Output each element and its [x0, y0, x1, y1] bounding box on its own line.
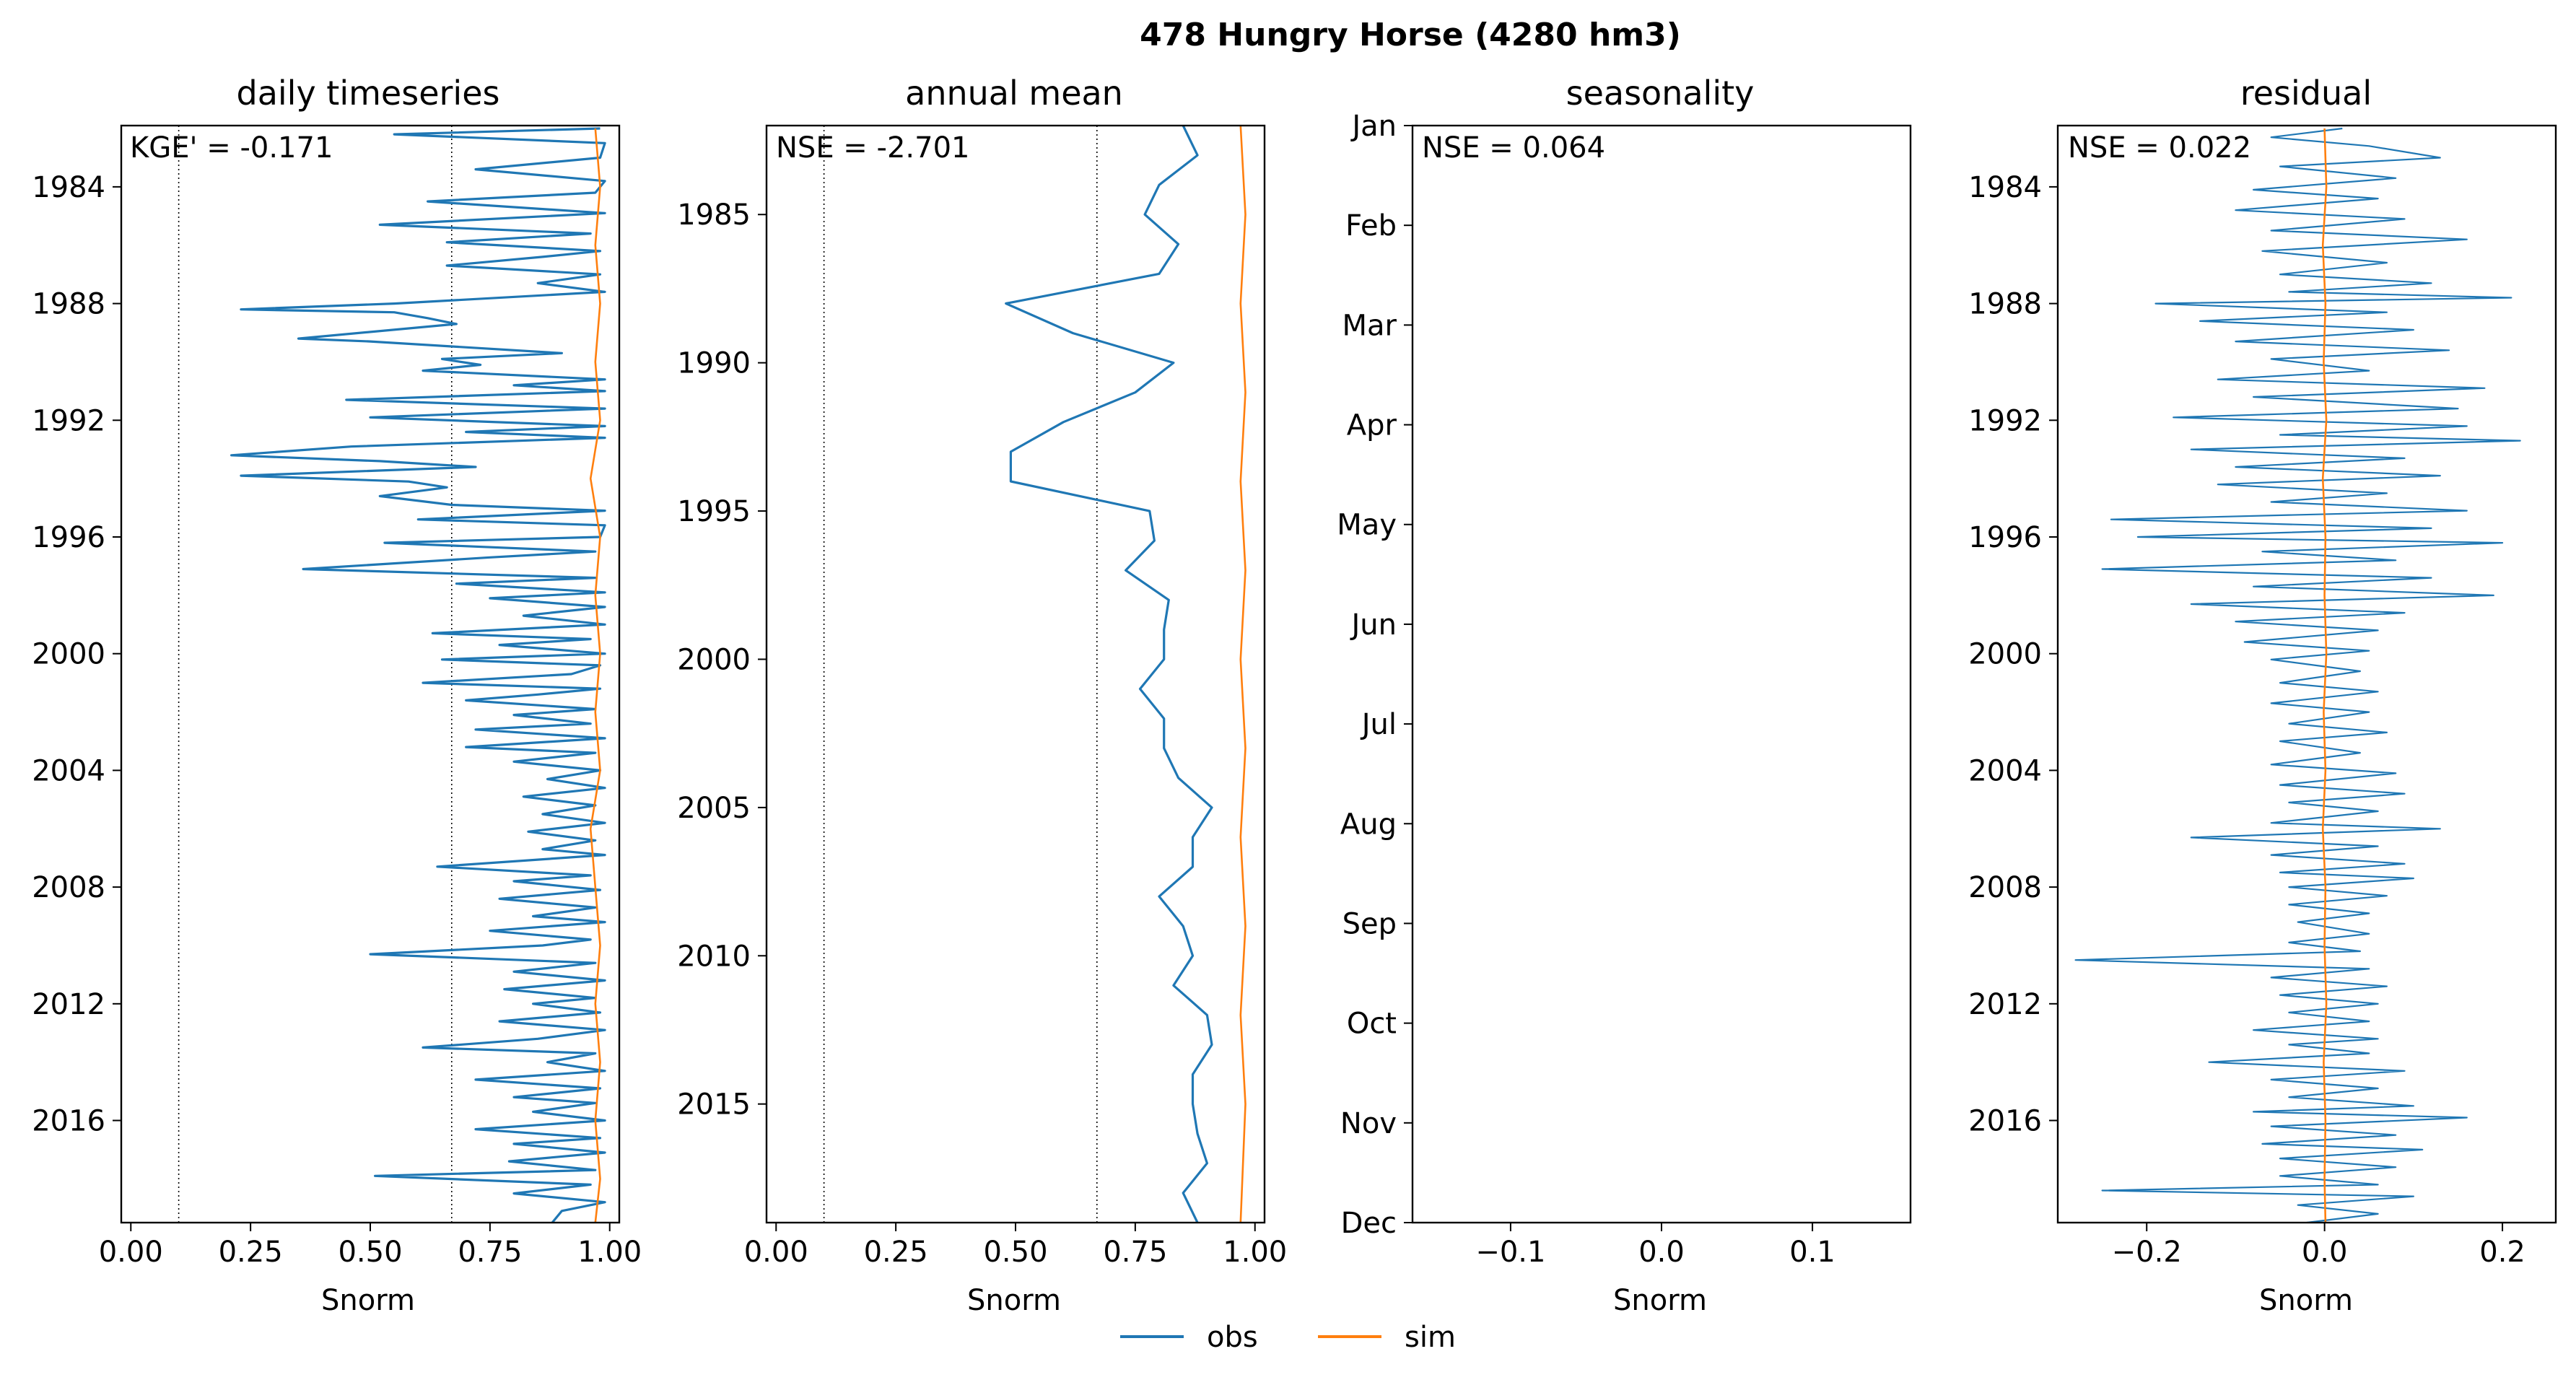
x-tick-label: 0.0 — [2302, 1236, 2348, 1269]
y-tick-label: 1992 — [32, 404, 105, 437]
legend-label-obs: obs — [1207, 1321, 1258, 1354]
plot-area-seasonality: −0.1 0.0 0.1 Jan Feb Mar Apr May Jun Jul Aug Sep Oct… — [1337, 110, 1912, 1269]
y-tick-label: Dec — [1341, 1207, 1397, 1240]
x-tick-label: 0.50 — [983, 1236, 1047, 1269]
x-axis-label: Snorm — [321, 1284, 415, 1317]
y-tick-label: 1984 — [32, 171, 105, 204]
plot-area-residual: −0.2 0.0 0.2 1984 1988 1992 1996 2000 2004 2008 20… — [1968, 124, 2557, 1269]
x-tick-label: 0.25 — [219, 1236, 283, 1269]
y-tick-label: 2012 — [32, 988, 105, 1021]
legend: obs sim — [1120, 1321, 1456, 1354]
legend-label-sim: sim — [1405, 1321, 1456, 1354]
y-tick-label: 2000 — [677, 643, 751, 676]
y-tick-label: Nov — [1340, 1107, 1397, 1140]
x-tick-label: 0.75 — [458, 1236, 522, 1269]
series-line-sim — [589, 128, 601, 1223]
y-tick-label: Feb — [1345, 209, 1397, 243]
x-axis-label: Snorm — [967, 1284, 1061, 1317]
y-tick-label: 1988 — [32, 288, 105, 321]
x-tick-label: 1.00 — [577, 1236, 642, 1269]
metric-annotation: NSE = 0.064 — [1422, 131, 1605, 165]
y-tick-label: 2016 — [1968, 1105, 2042, 1138]
y-tick-label: 2012 — [1968, 988, 2042, 1021]
y-tick-label: 1990 — [677, 347, 751, 380]
y-tick-label: Jan — [1350, 110, 1397, 143]
y-tick-label: Apr — [1347, 409, 1397, 442]
x-tick-label: 0.2 — [2479, 1236, 2525, 1269]
y-tick-label: 2000 — [1968, 638, 2042, 671]
y-tick-label: 2004 — [1968, 754, 2042, 787]
y-tick-label: 1995 — [677, 495, 751, 528]
y-tick-label: 1996 — [32, 521, 105, 554]
series-line-obs — [230, 127, 606, 1223]
axes-frame — [2056, 124, 2557, 1224]
panel-title: daily timeseries — [237, 74, 500, 113]
panel-daily-timeseries: daily timeseries Snorm 0.00 0.25 0.50 0.75 1… — [32, 74, 642, 1317]
y-tick-label: Sep — [1342, 907, 1397, 940]
y-tick-label: Mar — [1342, 309, 1397, 342]
y-tick-label: Aug — [1340, 808, 1397, 841]
x-tick-label: 0.0 — [1638, 1236, 1685, 1269]
x-tick-label: 0.25 — [864, 1236, 928, 1269]
x-tick-label: 0.1 — [1789, 1236, 1835, 1269]
y-tick-label: 1985 — [677, 198, 751, 232]
figure-suptitle: 478 Hungry Horse (4280 hm3) — [1140, 17, 1681, 53]
series-line-sim — [1239, 126, 1246, 1223]
series-line-obs — [2074, 127, 2521, 1223]
y-tick-label: 2008 — [32, 871, 105, 904]
y-tick-label: Oct — [1347, 1008, 1397, 1041]
y-tick-label: Jun — [1350, 608, 1397, 642]
y-tick-label: 1984 — [1968, 171, 2042, 204]
panel-annual-mean: annual mean Snorm 0.00 0.25 0.50 0.75 1.00 19… — [677, 74, 1287, 1317]
y-tick-label: 2016 — [32, 1105, 105, 1138]
plot-area-annual-mean: 0.00 0.25 0.50 0.75 1.00 1985 1990 1995 2000 2005… — [677, 124, 1287, 1269]
x-tick-label: −0.1 — [1475, 1236, 1545, 1269]
panel-title: annual mean — [905, 74, 1123, 113]
y-tick-label: 1988 — [1968, 288, 2042, 321]
panel-residual: residual Snorm −0.2 0.0 0.2 1984 1988 1992 199… — [1968, 74, 2557, 1317]
metric-annotation: NSE = -2.701 — [776, 131, 969, 165]
panel-seasonality: seasonality Snorm −0.1 0.0 0.1 Jan Feb Mar Apr… — [1337, 74, 1912, 1317]
x-tick-label: 1.00 — [1223, 1236, 1287, 1269]
x-tick-label: 0.00 — [99, 1236, 163, 1269]
x-tick-label: 0.75 — [1103, 1236, 1167, 1269]
metric-annotation: KGE' = -0.171 — [130, 131, 333, 165]
y-tick-label: Jul — [1360, 708, 1397, 741]
panel-title: seasonality — [1566, 74, 1755, 113]
panel-title: residual — [2240, 74, 2372, 113]
y-tick-label: 2008 — [1968, 871, 2042, 904]
y-tick-label: May — [1337, 509, 1397, 542]
y-tick-label: 2004 — [32, 754, 105, 787]
y-tick-label: 1992 — [1968, 404, 2042, 437]
y-tick-label: 2015 — [677, 1088, 751, 1122]
y-tick-label: 1996 — [1968, 521, 2042, 554]
metric-annotation: NSE = 0.022 — [2068, 131, 2251, 165]
series-line-sim — [2321, 128, 2328, 1223]
series-line-obs — [1005, 126, 1213, 1223]
x-axis-label: Snorm — [2259, 1284, 2353, 1317]
x-axis-label: Snorm — [1613, 1284, 1707, 1317]
y-tick-label: 2010 — [677, 940, 751, 973]
x-tick-label: 0.00 — [744, 1236, 808, 1269]
y-tick-label: 2005 — [677, 792, 751, 825]
x-tick-label: −0.2 — [2112, 1236, 2182, 1269]
x-tick-label: 0.50 — [338, 1236, 402, 1269]
y-tick-label: 2000 — [32, 638, 105, 671]
plot-area-daily-timeseries: 0.00 0.25 0.50 0.75 1.00 1984 1988 1992 1996 2000… — [32, 124, 642, 1269]
